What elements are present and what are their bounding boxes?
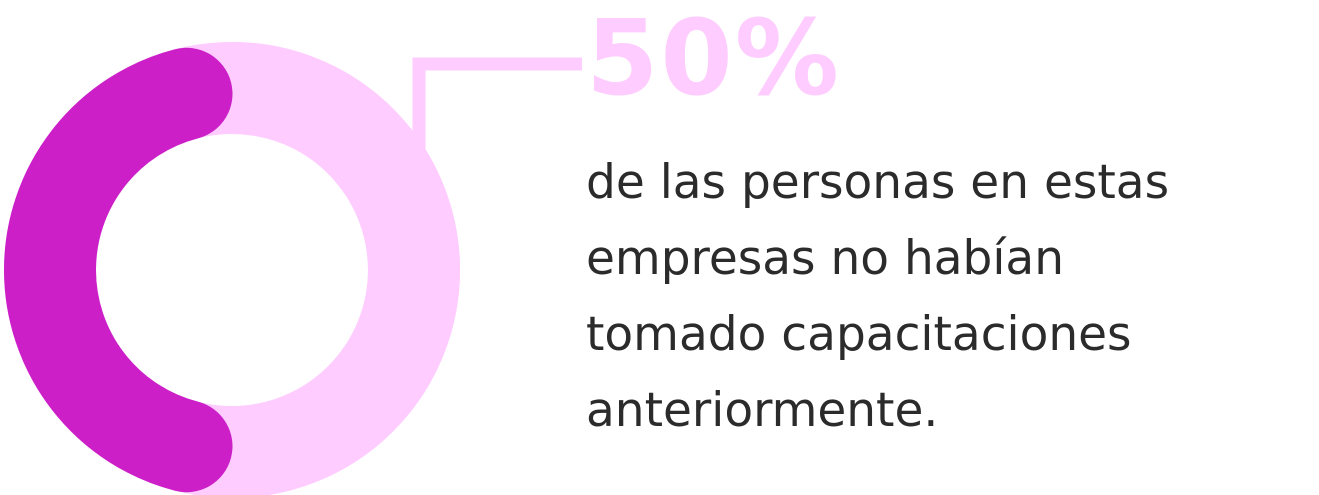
donut-slices	[4, 42, 460, 495]
callout-line-1: de las personas en estas	[586, 155, 1170, 210]
donut-slice-1	[4, 47, 233, 493]
callout-description: de las personas en estas empresas no hab…	[586, 145, 1306, 449]
donut-slice-2	[231, 42, 460, 495]
callout-line-2: empresas no habían	[586, 231, 1065, 286]
callout-leader-line	[412, 57, 582, 150]
callout-percentage: 50%	[586, 0, 841, 119]
callout-line-4: anteriormente.	[586, 383, 939, 438]
callout-line-3: tomado capacitaciones	[586, 307, 1132, 362]
